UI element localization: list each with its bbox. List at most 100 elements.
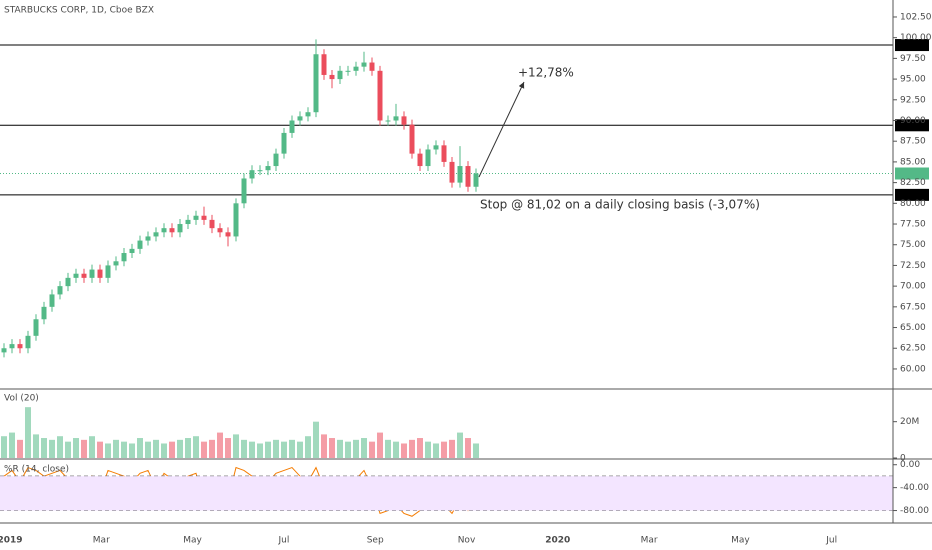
price-tick-label: 67.50: [900, 302, 926, 312]
volume-bar: [425, 441, 431, 458]
volume-bar: [465, 438, 471, 458]
x-tick-label: Jul: [825, 536, 837, 546]
volume-bar: [457, 432, 463, 458]
volume-bar: [297, 441, 303, 458]
price-tick-label: 75.00: [900, 240, 926, 250]
wr-tick-label: -40.00: [900, 483, 929, 493]
level-label-box: [895, 188, 929, 201]
x-tick-label: Mar: [641, 536, 658, 546]
price-tick-label: 90.00: [900, 116, 926, 126]
price-tick-label: 97.50: [900, 54, 926, 64]
volume-bar: [201, 441, 207, 458]
x-tick-label: 2020: [545, 536, 570, 546]
volume-bar: [217, 432, 223, 458]
volume-title: Vol (20): [4, 394, 39, 404]
wr-band: [0, 476, 893, 511]
volume-bar: [105, 443, 111, 458]
volume-bar: [329, 438, 335, 458]
x-tick-label: 2019: [0, 536, 23, 546]
volume-bar: [305, 436, 311, 458]
volume-bar: [337, 439, 343, 458]
level-label-box: [895, 39, 929, 52]
volume-bar: [153, 439, 159, 458]
price-tick-label: 60.00: [900, 364, 926, 374]
volume-bar: [433, 443, 439, 458]
price-tick-label: 65.00: [900, 323, 926, 333]
volume-bar: [441, 441, 447, 458]
wr-tick-label: 0.00: [900, 460, 920, 470]
price-tick-label: 95.00: [900, 75, 926, 85]
annotation: Stop @ 81,02 on a daily closing basis (-…: [480, 198, 760, 212]
volume-bar: [209, 439, 215, 458]
volume-bar: [81, 439, 87, 458]
volume-bar: [17, 439, 23, 458]
volume-bar: [9, 432, 15, 458]
volume-bar: [393, 441, 399, 458]
wr-tick-label: -80.00: [900, 506, 929, 516]
volume-bar: [385, 439, 391, 458]
volume-bar: [185, 438, 191, 458]
volume-bar: [177, 439, 183, 458]
volume-bar: [1, 436, 7, 458]
volume-bar: [257, 443, 263, 458]
volume-bar: [369, 441, 375, 458]
volume-bar: [57, 436, 63, 458]
x-tick-label: Sep: [367, 536, 384, 546]
volume-bar: [289, 439, 295, 458]
volume-bar: [89, 436, 95, 458]
price-tick-label: 100.00: [900, 33, 932, 43]
price-tick-label: 70.00: [900, 282, 926, 292]
volume-bar: [401, 443, 407, 458]
price-tick-label: 87.50: [900, 137, 926, 147]
price-tick-label: 77.50: [900, 220, 926, 230]
volume-tick-label: 20M: [900, 417, 919, 427]
x-tick-label: May: [731, 536, 750, 546]
volume-bar: [161, 443, 167, 458]
volume-bar: [25, 407, 31, 458]
volume-bar: [169, 441, 175, 458]
chart-title: STARBUCKS CORP, 1D, Cboe BZX: [4, 6, 154, 16]
x-tick-label: Jul: [277, 536, 289, 546]
price-tick-label: 82.50: [900, 178, 926, 188]
annotation: +12,78%: [518, 66, 574, 80]
volume-bar: [321, 434, 327, 458]
price-tick-label: 92.50: [900, 95, 926, 105]
x-tick-label: May: [183, 536, 202, 546]
last-price-box: [895, 167, 929, 180]
volume-bar: [241, 439, 247, 458]
volume-bar: [97, 441, 103, 458]
volume-bar: [73, 438, 79, 458]
volume-bar: [345, 441, 351, 458]
volume-bar: [281, 441, 287, 458]
arrow: [478, 81, 525, 178]
volume-bar: [313, 421, 319, 458]
volume-bar: [233, 434, 239, 458]
volume-bar: [273, 439, 279, 458]
volume-bar: [265, 441, 271, 458]
price-tick-label: 85.00: [900, 157, 926, 167]
volume-bar: [193, 436, 199, 458]
volume-bar: [361, 438, 367, 458]
price-tick-label: 72.50: [900, 261, 926, 271]
volume-bar: [33, 434, 39, 458]
volume-bar: [65, 441, 71, 458]
volume-bar: [249, 441, 255, 458]
wr-title: %R (14, close): [4, 465, 69, 475]
volume-bar: [121, 441, 127, 458]
volume-bar: [145, 441, 151, 458]
volume-bar: [353, 439, 359, 458]
volume-bar: [417, 438, 423, 458]
volume-bar: [49, 439, 55, 458]
price-tick-label: 62.50: [900, 344, 926, 354]
x-tick-label: Nov: [458, 536, 476, 546]
x-tick-label: Mar: [93, 536, 110, 546]
volume-bar: [41, 438, 47, 458]
price-tick-label: 80.00: [900, 199, 926, 209]
price-tick-label: 102.50: [900, 12, 932, 22]
volume-bar: [113, 439, 119, 458]
volume-bar: [137, 438, 143, 458]
volume-bar: [473, 443, 479, 458]
volume-bar: [409, 439, 415, 458]
volume-bar: [449, 439, 455, 458]
